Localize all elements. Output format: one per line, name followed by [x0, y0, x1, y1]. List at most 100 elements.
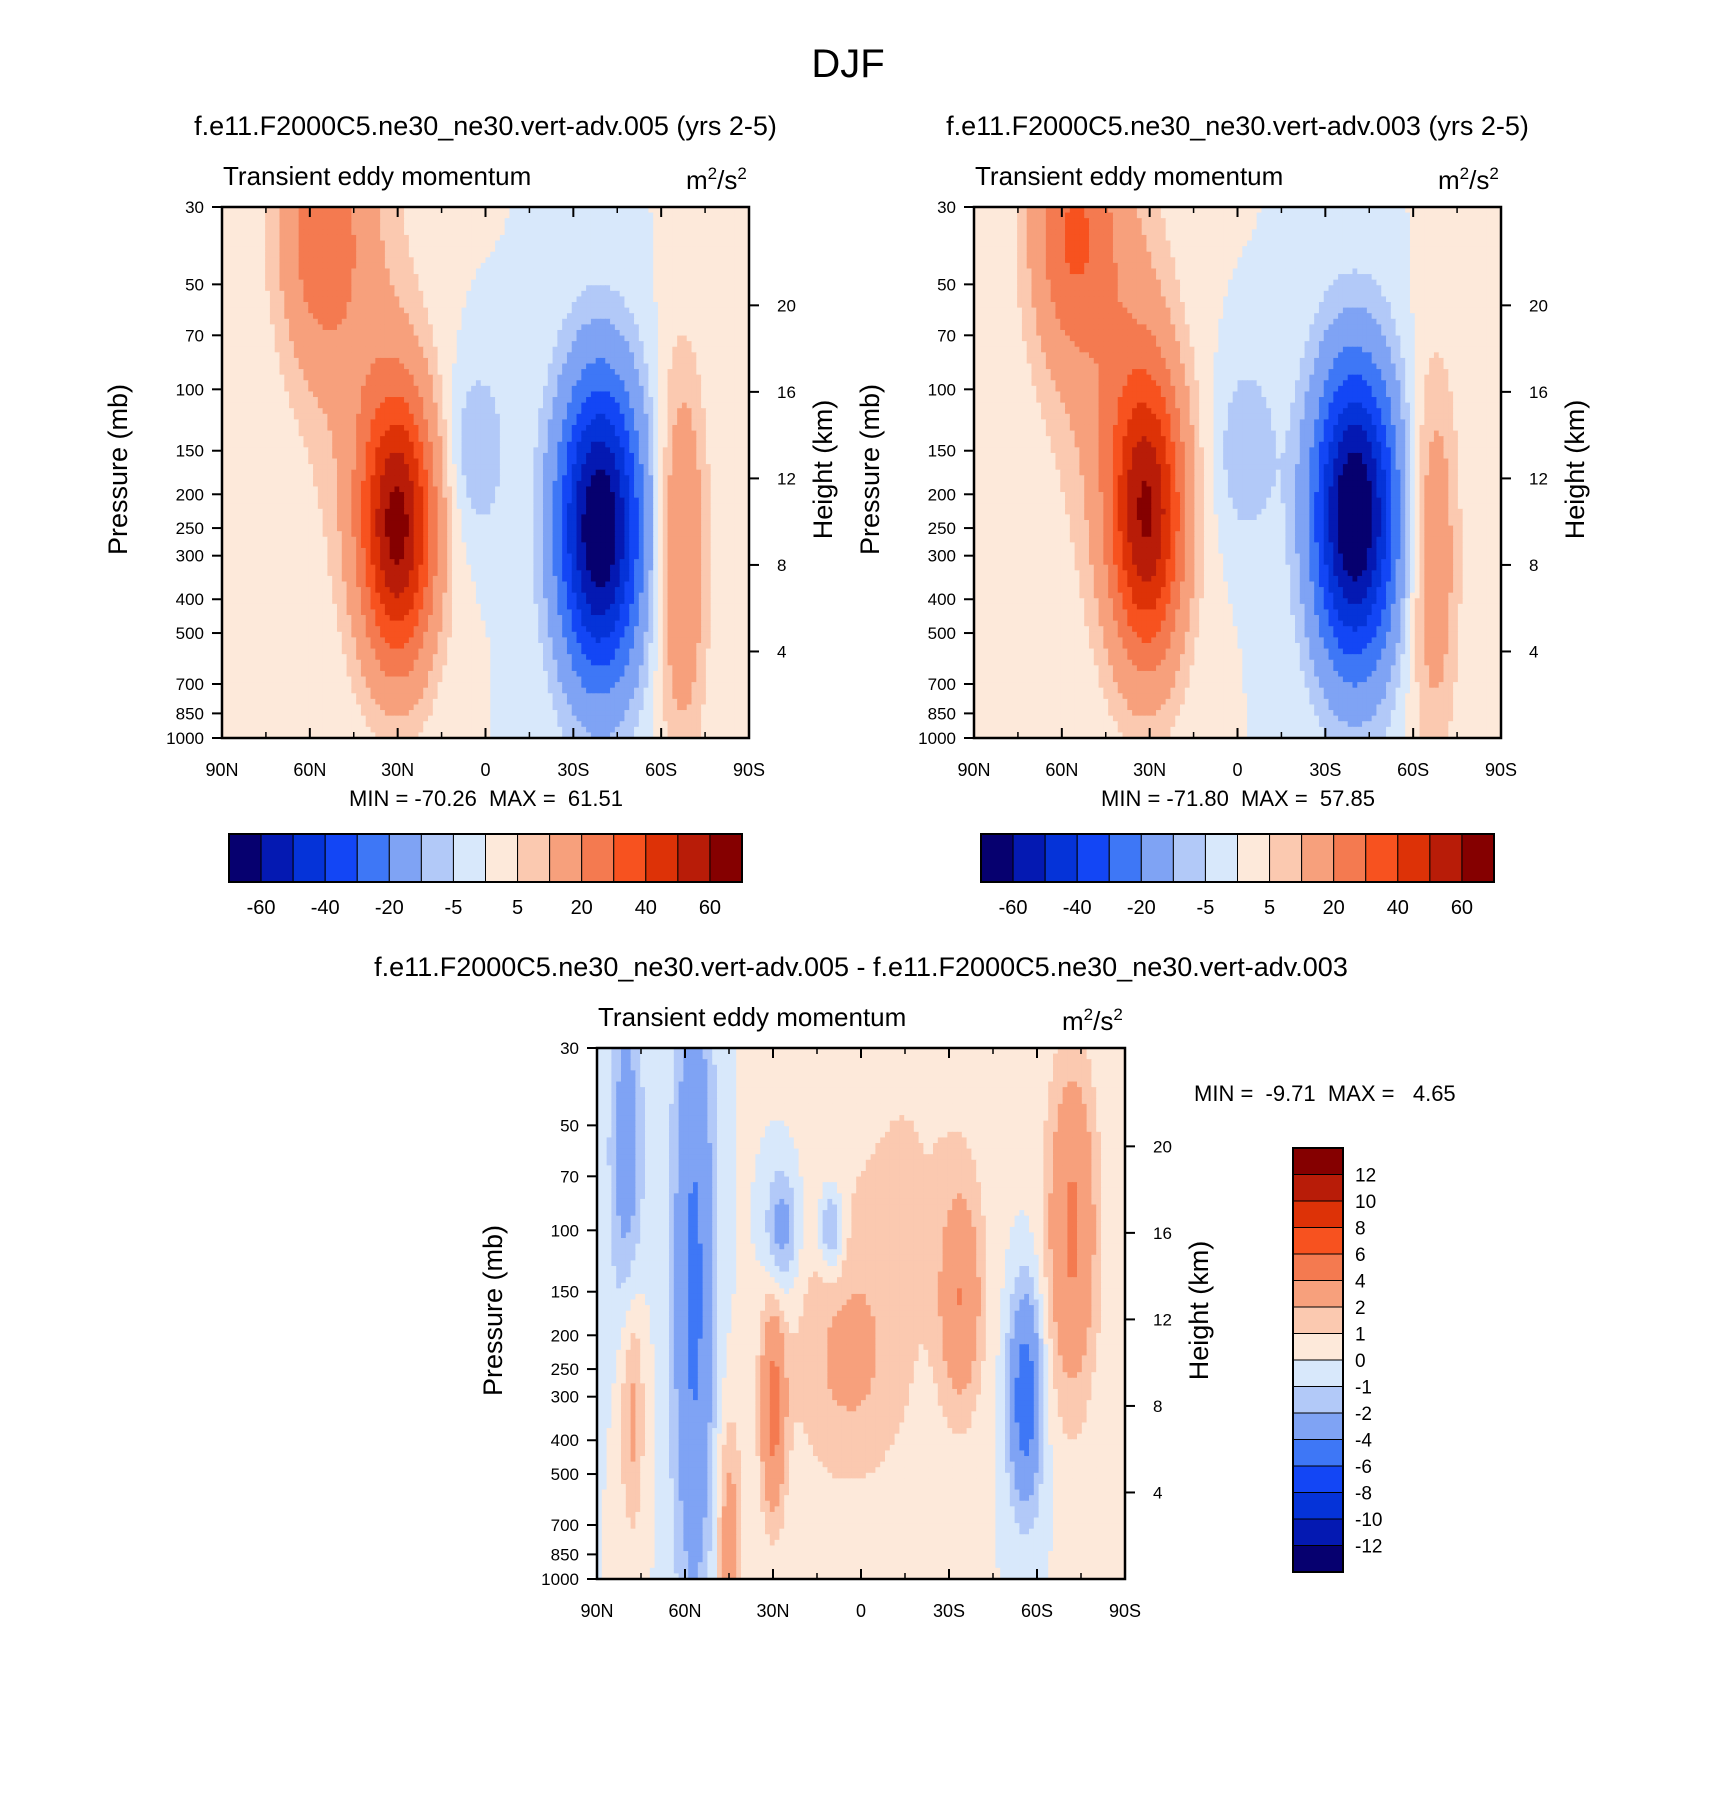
- colorbar-swatch: [1293, 1281, 1343, 1308]
- colorbar-swatch: [646, 834, 678, 882]
- colorbar-label: 5: [1264, 897, 1275, 919]
- colorbar-swatch: [293, 834, 325, 882]
- colorbar-label: -40: [311, 897, 340, 919]
- units-exp: 2: [1113, 1005, 1122, 1024]
- colorbar-label: -20: [1127, 897, 1156, 919]
- x-tick-label: 60S: [1397, 760, 1429, 780]
- colorbar-swatch: [1293, 1334, 1343, 1361]
- x-tick-label: 60S: [645, 760, 677, 780]
- y-tick-label: 150: [928, 442, 956, 461]
- colorbar-label: -10: [1355, 1510, 1382, 1531]
- y-tick-label: 700: [176, 675, 204, 694]
- colorbar-swatch: [1293, 1546, 1343, 1573]
- y-tick-label: 850: [176, 704, 204, 723]
- height-tick-label: 16: [777, 383, 796, 402]
- colorbar-swatch: [1173, 834, 1205, 882]
- y-tick-label: 850: [551, 1545, 579, 1564]
- colorbar-label: 20: [1323, 897, 1345, 919]
- colorbar-label: 5: [512, 897, 523, 919]
- colorbar-label: -1: [1355, 1378, 1372, 1399]
- y-tick-label: 250: [551, 1360, 579, 1379]
- colorbar-swatch: [1293, 1493, 1343, 1520]
- colorbar-label: -5: [1197, 897, 1215, 919]
- colorbar-label: 4: [1355, 1272, 1366, 1293]
- x-tick-label: 30N: [381, 760, 414, 780]
- colorbar-swatch: [1302, 834, 1334, 882]
- colorbar-swatch: [1293, 1466, 1343, 1493]
- contour-panel-3: f.e11.F2000C5.ne30_ne30.vert-adv.005 - f…: [374, 952, 1456, 1621]
- colorbar-swatch: [1293, 1148, 1343, 1175]
- colorbar-label: 2: [1355, 1298, 1366, 1319]
- units-exp: 2: [1084, 1005, 1093, 1024]
- colorbar-label: -60: [999, 897, 1028, 919]
- y-tick-label: 70: [185, 326, 204, 345]
- colorbar: -60 -40 -20 -5 5 20 40 60: [981, 834, 1494, 919]
- x-tick-label: 30N: [1133, 760, 1166, 780]
- contour-panel-1: f.e11.F2000C5.ne30_ne30.vert-adv.005 (yr…: [103, 111, 838, 919]
- height-tick-label: 20: [777, 296, 796, 315]
- colorbar-swatch: [453, 834, 485, 882]
- colorbar-swatch: [1293, 1519, 1343, 1546]
- colorbar-swatch: [1109, 834, 1141, 882]
- colorbar-swatch: [325, 834, 357, 882]
- y-tick-label: 300: [551, 1388, 579, 1407]
- colorbar-swatch: [1013, 834, 1045, 882]
- colorbar-swatch: [1205, 834, 1237, 882]
- colorbar-swatch: [421, 834, 453, 882]
- colorbar-label: 40: [1387, 897, 1409, 919]
- units-mid: /s: [1093, 1006, 1113, 1036]
- units-base: m: [686, 165, 708, 195]
- colorbar-swatch: [518, 834, 550, 882]
- height-tick-label: 4: [1529, 642, 1538, 661]
- panel-title: f.e11.F2000C5.ne30_ne30.vert-adv.003 (yr…: [946, 111, 1529, 141]
- y-tick-label: 850: [928, 704, 956, 723]
- colorbar-label: 40: [635, 897, 657, 919]
- units-mid: /s: [1469, 165, 1489, 195]
- y-tick-label: 400: [928, 590, 956, 609]
- colorbar-swatch: [486, 834, 518, 882]
- y-tick-label: 500: [551, 1465, 579, 1484]
- y-tick-label: 30: [185, 198, 204, 217]
- contour-field: [222, 207, 750, 739]
- colorbar-swatch: [1366, 834, 1398, 882]
- units-exp: 2: [1460, 164, 1469, 183]
- y-tick-label: 50: [937, 275, 956, 294]
- height-tick-label: 8: [1153, 1397, 1162, 1416]
- height-tick-label: 12: [1153, 1310, 1172, 1329]
- contour-panel-2: f.e11.F2000C5.ne30_ne30.vert-adv.003 (yr…: [855, 111, 1590, 919]
- y-tick-label: 200: [928, 485, 956, 504]
- y-tick-label: 400: [551, 1431, 579, 1450]
- y-tick-label: 30: [937, 198, 956, 217]
- height-tick-label: 16: [1153, 1224, 1172, 1243]
- colorbar-swatch: [1462, 834, 1494, 882]
- y-tick-label: 200: [551, 1326, 579, 1345]
- colorbar-label: -4: [1355, 1431, 1372, 1452]
- min-max-stats: MIN = -71.80 MAX = 57.85: [1101, 786, 1375, 811]
- y-tick-label: 1000: [918, 729, 956, 748]
- colorbar-swatch: [1293, 1440, 1343, 1467]
- contour-field: [974, 207, 1502, 739]
- y-tick-label: 300: [928, 547, 956, 566]
- x-tick-label: 30S: [933, 1601, 965, 1621]
- x-tick-label: 30S: [1309, 760, 1341, 780]
- x-tick-label: 90N: [580, 1601, 613, 1621]
- units-base: m: [1062, 1006, 1084, 1036]
- y-tick-label: 150: [551, 1283, 579, 1302]
- units-label: m2/s2: [1062, 1005, 1123, 1036]
- colorbar-label: 8: [1355, 1219, 1366, 1240]
- height-tick-label: 8: [1529, 556, 1538, 575]
- height-tick-label: 16: [1529, 383, 1548, 402]
- colorbar-swatch: [261, 834, 293, 882]
- colorbar-swatch: [550, 834, 582, 882]
- y-tick-label: 250: [176, 519, 204, 538]
- height-tick-label: 20: [1529, 296, 1548, 315]
- colorbar-swatch: [1398, 834, 1430, 882]
- panel-title: f.e11.F2000C5.ne30_ne30.vert-adv.005 - f…: [374, 952, 1348, 982]
- colorbar-swatch: [1334, 834, 1366, 882]
- figure: DJF f.e11.F2000C5.ne30_ne30.vert-adv.005…: [0, 0, 1710, 1803]
- panel-title: f.e11.F2000C5.ne30_ne30.vert-adv.005 (yr…: [194, 111, 777, 141]
- y-axis-label: Pressure (mb): [855, 384, 885, 555]
- colorbar-swatch: [1293, 1387, 1343, 1414]
- colorbar-swatch: [357, 834, 389, 882]
